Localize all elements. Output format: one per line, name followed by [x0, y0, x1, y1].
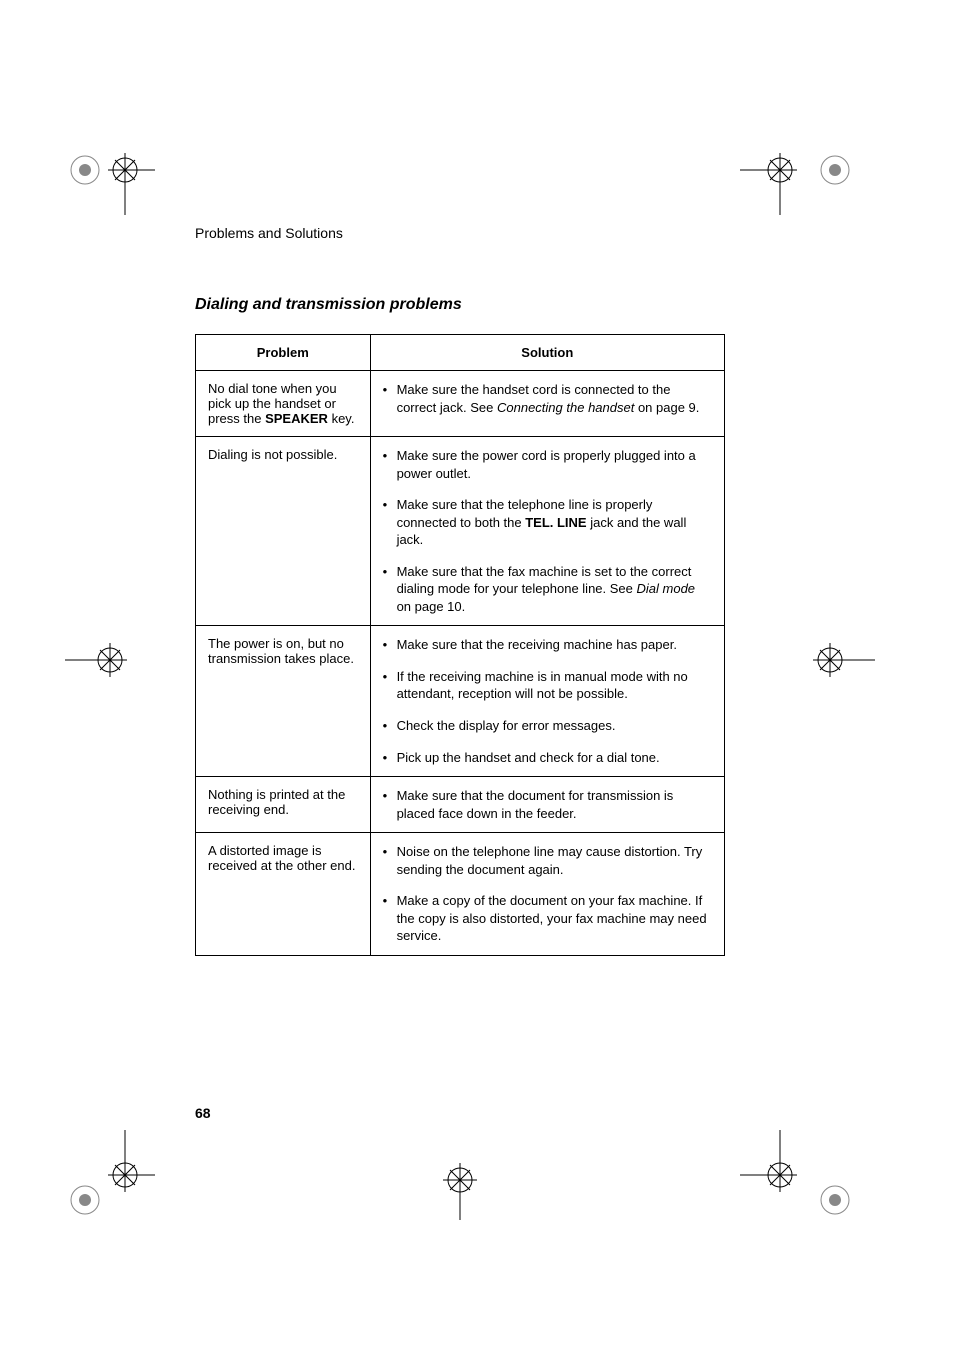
- solution-cell: Make sure the handset cord is connected …: [370, 371, 724, 437]
- solution-item: Make sure that the receiving machine has…: [383, 636, 712, 654]
- table-row: A distorted image is received at the oth…: [196, 833, 725, 956]
- crop-mark-icon: [65, 1130, 155, 1220]
- solution-list: Make sure the power cord is properly plu…: [383, 447, 712, 615]
- page-content: Problems and Solutions Dialing and trans…: [195, 225, 725, 956]
- solution-cell: Make sure that the receiving machine has…: [370, 626, 724, 777]
- page-number: 68: [195, 1105, 211, 1121]
- problem-cell: A distorted image is received at the oth…: [196, 833, 371, 956]
- solution-item: Noise on the telephone line may cause di…: [383, 843, 712, 878]
- solution-item: Make sure that the fax machine is set to…: [383, 563, 712, 616]
- crop-mark-icon: [740, 1130, 860, 1220]
- solution-cell: Make sure the power cord is properly plu…: [370, 437, 724, 626]
- solution-item: Make sure the handset cord is connected …: [383, 381, 712, 416]
- col-header-solution: Solution: [370, 335, 724, 371]
- text-run: on page 10.: [397, 599, 466, 614]
- text-run: on page 9.: [634, 400, 699, 415]
- crop-mark-icon: [740, 125, 860, 215]
- solution-item: Make sure that the telephone line is pro…: [383, 496, 712, 549]
- col-header-problem: Problem: [196, 335, 371, 371]
- solution-cell: Noise on the telephone line may cause di…: [370, 833, 724, 956]
- text-run: Dialing is not possible.: [208, 447, 337, 462]
- problem-cell: Nothing is printed at the receiving end.: [196, 777, 371, 833]
- solution-item: Make sure that the document for transmis…: [383, 787, 712, 822]
- problem-cell: The power is on, but no transmission tak…: [196, 626, 371, 777]
- crop-mark-icon: [65, 630, 135, 690]
- crop-mark-icon: [430, 1150, 490, 1220]
- text-run: Check the display for error messages.: [397, 718, 616, 733]
- text-run: Connecting the handset: [497, 400, 634, 415]
- table-row: Dialing is not possible. Make sure the po…: [196, 437, 725, 626]
- text-run: Make a copy of the document on your fax …: [397, 893, 707, 943]
- solution-item: Make sure the power cord is properly plu…: [383, 447, 712, 482]
- solution-list: Make sure the handset cord is connected …: [383, 381, 712, 416]
- text-run: Make sure that the document for transmis…: [397, 788, 674, 821]
- solution-item: If the receiving machine is in manual mo…: [383, 668, 712, 703]
- solution-item: Check the display for error messages.: [383, 717, 712, 735]
- solution-cell: Make sure that the document for transmis…: [370, 777, 724, 833]
- solution-item: Make a copy of the document on your fax …: [383, 892, 712, 945]
- text-run: Dial mode: [637, 581, 696, 596]
- solution-list: Noise on the telephone line may cause di…: [383, 843, 712, 945]
- running-header: Problems and Solutions: [195, 225, 725, 241]
- table-row: No dial tone when you pick up the handse…: [196, 371, 725, 437]
- section-title: Dialing and transmission problems: [195, 296, 725, 314]
- text-run: The power is on, but no transmission tak…: [208, 636, 354, 666]
- problem-cell: No dial tone when you pick up the handse…: [196, 371, 371, 437]
- text-run: Pick up the handset and check for a dial…: [397, 750, 660, 765]
- text-run: Make sure that the receiving machine has…: [397, 637, 677, 652]
- crop-mark-icon: [805, 630, 875, 690]
- text-run: If the receiving machine is in manual mo…: [397, 669, 688, 702]
- text-run: Make sure the power cord is properly plu…: [397, 448, 696, 481]
- text-run: key.: [328, 411, 355, 426]
- text-run: A distorted image is received at the oth…: [208, 843, 355, 873]
- text-run: Noise on the telephone line may cause di…: [397, 844, 703, 877]
- table-row: The power is on, but no transmission tak…: [196, 626, 725, 777]
- problem-cell: Dialing is not possible.: [196, 437, 371, 626]
- crop-mark-icon: [65, 125, 155, 215]
- table-row: Nothing is printed at the receiving end.…: [196, 777, 725, 833]
- troubleshooting-table: Problem Solution No dial tone when you p…: [195, 334, 725, 956]
- solution-list: Make sure that the receiving machine has…: [383, 636, 712, 766]
- solution-item: Pick up the handset and check for a dial…: [383, 749, 712, 767]
- text-run: SPEAKER: [265, 411, 328, 426]
- text-run: Nothing is printed at the receiving end.: [208, 787, 345, 817]
- text-run: TEL. LINE: [525, 515, 586, 530]
- solution-list: Make sure that the document for transmis…: [383, 787, 712, 822]
